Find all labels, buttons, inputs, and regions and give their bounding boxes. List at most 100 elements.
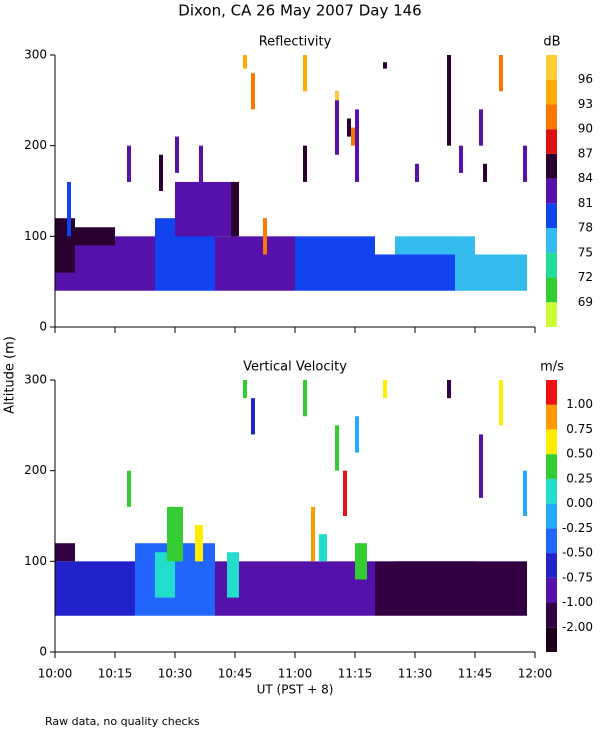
colorbar-box bbox=[546, 153, 557, 179]
echo-segment bbox=[295, 236, 375, 291]
colorbar-box bbox=[546, 528, 557, 554]
echo-segment bbox=[523, 145, 527, 182]
echo-segment bbox=[479, 434, 483, 498]
echo-segment bbox=[251, 73, 255, 110]
x-tick-label: 11:45 bbox=[458, 667, 493, 681]
echo-segment bbox=[55, 218, 75, 273]
x-tick-label: 10:45 bbox=[218, 667, 253, 681]
colorbar-box bbox=[546, 404, 557, 430]
echo-segment bbox=[75, 227, 115, 246]
colorbar-box bbox=[546, 577, 557, 603]
colorbar-tick-label: 78 bbox=[578, 221, 593, 235]
echo-segment bbox=[335, 91, 339, 155]
colorbar-box bbox=[546, 104, 557, 130]
colorbar-box bbox=[546, 454, 557, 479]
colorbar-box bbox=[546, 203, 557, 229]
colorbar-box bbox=[546, 503, 557, 529]
echo-segment bbox=[415, 163, 419, 182]
colorbar-tick-label: -2.00 bbox=[562, 620, 593, 634]
colorbar-box bbox=[546, 429, 557, 455]
echo-segment bbox=[175, 136, 179, 173]
echo-segment bbox=[303, 145, 307, 182]
colorbar-tick-label: 81 bbox=[578, 196, 593, 210]
x-tick-label: 10:00 bbox=[38, 667, 73, 681]
panel-title: Vertical Velocity bbox=[243, 360, 347, 375]
colorbar-box bbox=[546, 602, 557, 628]
echo-segment bbox=[227, 552, 239, 598]
echo-segment bbox=[231, 181, 239, 237]
y-tick-label: 300 bbox=[24, 373, 47, 387]
echo-segment bbox=[175, 181, 235, 237]
echo-segment bbox=[303, 380, 307, 417]
echo-segment bbox=[395, 236, 475, 255]
echo-segment bbox=[347, 118, 351, 137]
echo-segment bbox=[455, 254, 527, 291]
echo-segment bbox=[319, 534, 327, 562]
echo-segment bbox=[447, 55, 451, 146]
echo-segment bbox=[343, 470, 347, 516]
colorbar-tick-label: 0.25 bbox=[566, 471, 593, 485]
echo-segment bbox=[199, 145, 203, 191]
colorbar-tick-label: 90 bbox=[578, 122, 593, 136]
colorbar-tick-label: 84 bbox=[578, 171, 593, 185]
echo-segment bbox=[167, 506, 183, 562]
colorbar-box bbox=[546, 478, 557, 504]
echo-segment bbox=[243, 55, 247, 69]
echo-segment bbox=[447, 380, 451, 399]
colorbar-tick-label: 87 bbox=[578, 146, 593, 160]
colorbar-box bbox=[546, 380, 557, 405]
echo-segment bbox=[127, 145, 131, 182]
x-tick-label: 10:15 bbox=[98, 667, 133, 681]
echo-segment bbox=[55, 543, 75, 562]
colorbar-tick-label: -0.75 bbox=[562, 570, 593, 584]
colorbar-tick-label: 0.00 bbox=[566, 496, 593, 510]
colorbar-box bbox=[546, 79, 557, 105]
x-tick-label: 10:30 bbox=[158, 667, 193, 681]
colorbar-tick-label: -0.25 bbox=[562, 521, 593, 535]
echo-segment bbox=[355, 543, 367, 580]
y-tick-label: 200 bbox=[24, 138, 47, 152]
echo-segment bbox=[499, 380, 503, 426]
colorbar-box bbox=[546, 627, 557, 652]
echo-segment bbox=[251, 398, 255, 435]
echo-segment bbox=[155, 552, 175, 598]
echo-segment bbox=[67, 181, 71, 237]
echo-segment bbox=[335, 91, 339, 101]
echo-segment bbox=[311, 506, 315, 562]
colorbar-box bbox=[546, 302, 557, 327]
colorbar-box bbox=[546, 553, 557, 578]
echo-segment bbox=[127, 470, 131, 507]
y-axis-label: Altitude (m) bbox=[3, 336, 18, 414]
colorbar-label: dB bbox=[543, 35, 560, 50]
echo-segment bbox=[499, 55, 503, 92]
echo-segment bbox=[55, 561, 135, 616]
echo-segment bbox=[195, 525, 203, 562]
colorbar-tick-label: 72 bbox=[578, 270, 593, 284]
y-tick-label: 200 bbox=[24, 463, 47, 477]
echo-segment bbox=[383, 380, 387, 399]
x-tick-label: 11:15 bbox=[338, 667, 373, 681]
echo-segment bbox=[159, 154, 163, 191]
echo-segment bbox=[483, 163, 487, 182]
panel-title: Reflectivity bbox=[259, 35, 332, 50]
colorbar-tick-label: -1.00 bbox=[562, 595, 593, 609]
colorbar-box bbox=[546, 178, 557, 204]
echo-segment bbox=[383, 62, 387, 69]
x-tick-label: 11:00 bbox=[278, 667, 313, 681]
echo-segment bbox=[479, 109, 483, 146]
y-tick-label: 0 bbox=[39, 320, 47, 334]
colorbar-box bbox=[546, 55, 557, 80]
echo-segment bbox=[395, 561, 475, 598]
colorbar-tick-label: -0.50 bbox=[562, 546, 593, 560]
colorbar-tick-label: 93 bbox=[578, 97, 593, 111]
colorbar-tick-label: 75 bbox=[578, 245, 593, 259]
colorbar-tick-label: 0.50 bbox=[566, 447, 593, 461]
colorbar-tick-label: 0.75 bbox=[566, 422, 593, 436]
colorbar-tick-label: 96 bbox=[578, 72, 593, 86]
echo-segment bbox=[243, 380, 247, 399]
colorbar-tick-label: 1.00 bbox=[566, 397, 593, 411]
echo-segment bbox=[523, 470, 527, 516]
echo-segment bbox=[215, 236, 295, 291]
echo-segment bbox=[263, 218, 267, 255]
